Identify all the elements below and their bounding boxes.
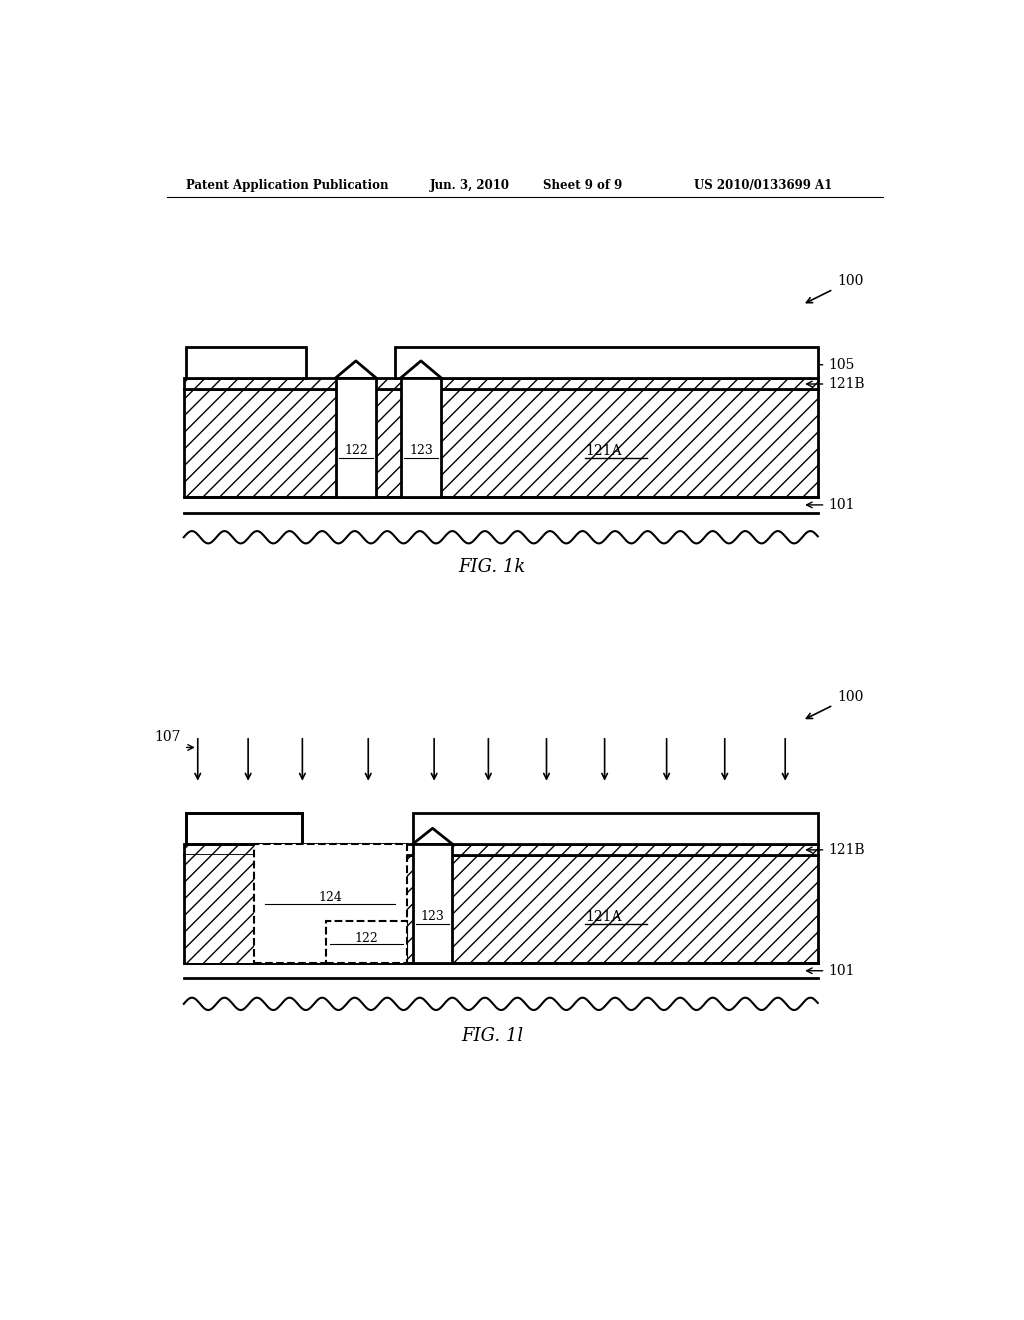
Bar xyxy=(414,843,452,964)
Text: FIG. 1k: FIG. 1k xyxy=(459,557,526,576)
Text: 121B: 121B xyxy=(827,378,864,391)
Bar xyxy=(183,378,818,389)
Bar xyxy=(414,813,818,843)
Text: 123: 123 xyxy=(409,445,433,458)
Text: 124: 124 xyxy=(318,891,342,904)
Bar xyxy=(254,843,407,964)
Bar xyxy=(395,347,818,378)
Text: 107: 107 xyxy=(155,730,180,744)
Text: 123: 123 xyxy=(421,911,444,924)
Bar xyxy=(326,921,407,964)
Text: 101: 101 xyxy=(827,964,854,978)
Text: 100: 100 xyxy=(838,689,863,704)
Bar xyxy=(186,347,306,378)
Bar xyxy=(186,813,302,843)
Text: 122: 122 xyxy=(344,445,368,458)
Text: 121A: 121A xyxy=(586,909,622,924)
Bar xyxy=(336,378,376,498)
Bar xyxy=(183,389,818,498)
Bar xyxy=(183,843,818,855)
Text: FIG. 1l: FIG. 1l xyxy=(461,1027,523,1045)
Bar xyxy=(183,855,818,964)
Bar xyxy=(400,378,441,498)
Text: 105: 105 xyxy=(827,358,854,372)
Bar xyxy=(186,813,302,843)
Text: 122: 122 xyxy=(354,932,378,945)
Text: US 2010/0133699 A1: US 2010/0133699 A1 xyxy=(693,178,831,191)
Text: Patent Application Publication: Patent Application Publication xyxy=(186,178,389,191)
Text: Sheet 9 of 9: Sheet 9 of 9 xyxy=(544,178,623,191)
Text: 100: 100 xyxy=(838,273,863,288)
Bar xyxy=(186,855,302,964)
Text: 121A: 121A xyxy=(586,444,622,458)
Text: 101: 101 xyxy=(827,498,854,512)
Text: Jun. 3, 2010: Jun. 3, 2010 xyxy=(430,178,510,191)
Text: 121B: 121B xyxy=(827,843,864,857)
